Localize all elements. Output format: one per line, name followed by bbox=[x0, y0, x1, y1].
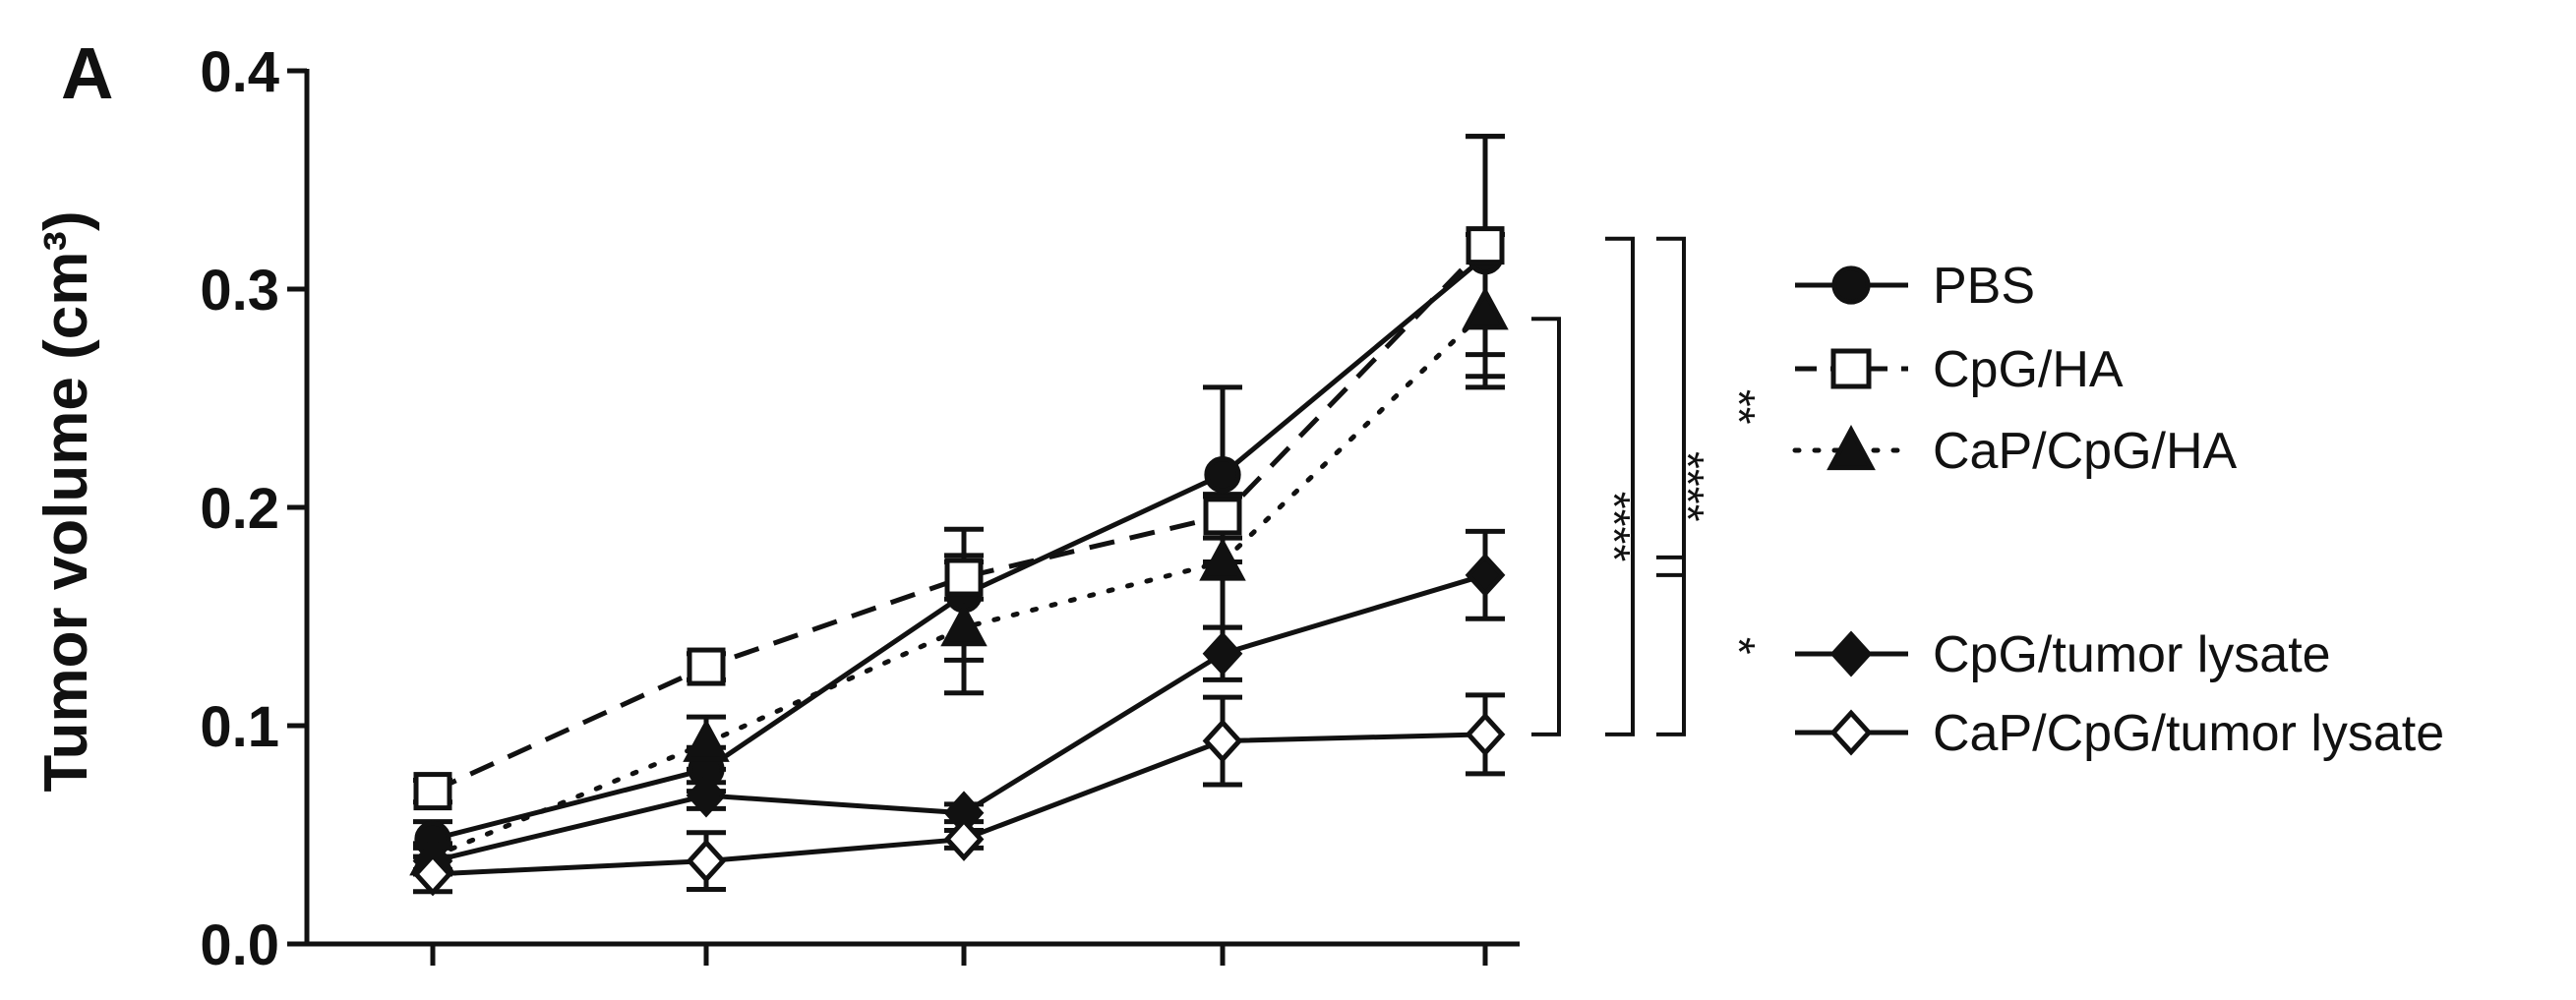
data-point bbox=[1203, 497, 1242, 536]
axes: 0.0 0.1 0.2 0.3 0.4 bbox=[200, 40, 1520, 977]
data-point bbox=[1465, 553, 1506, 598]
data-point bbox=[1462, 286, 1509, 330]
legend-marker bbox=[1831, 265, 1871, 305]
data-point bbox=[412, 852, 453, 897]
data-point bbox=[1466, 226, 1505, 265]
significance-label: **** bbox=[1662, 451, 1713, 522]
legend-label: PBS bbox=[1933, 258, 2035, 315]
data-point bbox=[683, 718, 730, 762]
series-line bbox=[430, 308, 1488, 859]
legend-marker bbox=[1830, 348, 1872, 389]
data-point bbox=[943, 817, 985, 861]
data-point bbox=[944, 558, 984, 597]
y-tick-label: 0.2 bbox=[200, 477, 279, 541]
data-point bbox=[1204, 456, 1241, 494]
data-point bbox=[687, 647, 726, 686]
legend-marker bbox=[1829, 630, 1873, 677]
series-line bbox=[432, 254, 1487, 842]
y-axis-label: Tumor volume (cm³) bbox=[32, 210, 100, 792]
data-point bbox=[413, 772, 452, 811]
significance-brackets: *********** bbox=[1531, 236, 1765, 736]
significance-bracket bbox=[1605, 236, 1635, 736]
data-point bbox=[1465, 712, 1506, 757]
data-point bbox=[940, 603, 988, 647]
significance-bracket bbox=[1531, 317, 1561, 736]
data-point bbox=[686, 839, 727, 884]
significance-bracket bbox=[1656, 555, 1686, 736]
legend: PBS CpG/HA CaP/CpG/HA CpG/tumor lysate CaP/C… bbox=[1792, 258, 2444, 762]
significance-bracket bbox=[1656, 236, 1686, 577]
error-bars bbox=[413, 134, 1505, 895]
data-point bbox=[1199, 537, 1246, 581]
legend-marker bbox=[1829, 709, 1873, 756]
data-point bbox=[686, 773, 727, 818]
legend-label: CaP/CpG/tumor lysate bbox=[1933, 705, 2444, 762]
panel-label: A bbox=[61, 32, 113, 114]
y-tick-label: 0.4 bbox=[200, 40, 279, 104]
legend-marker bbox=[1827, 425, 1876, 471]
legend-label: CpG/tumor lysate bbox=[1933, 626, 2331, 683]
legend-label: CpG/HA bbox=[1933, 341, 2124, 398]
y-tick-label: 0.0 bbox=[200, 913, 279, 977]
y-tick-label: 0.1 bbox=[200, 695, 279, 759]
series-markers bbox=[409, 226, 1509, 897]
significance-label: ** bbox=[1713, 389, 1765, 425]
data-point bbox=[1202, 631, 1243, 676]
series-line bbox=[431, 243, 1487, 794]
significance-label: * bbox=[1713, 637, 1765, 655]
data-point bbox=[1202, 719, 1243, 763]
y-tick-label: 0.3 bbox=[200, 259, 279, 323]
legend-label: CaP/CpG/HA bbox=[1933, 423, 2238, 480]
